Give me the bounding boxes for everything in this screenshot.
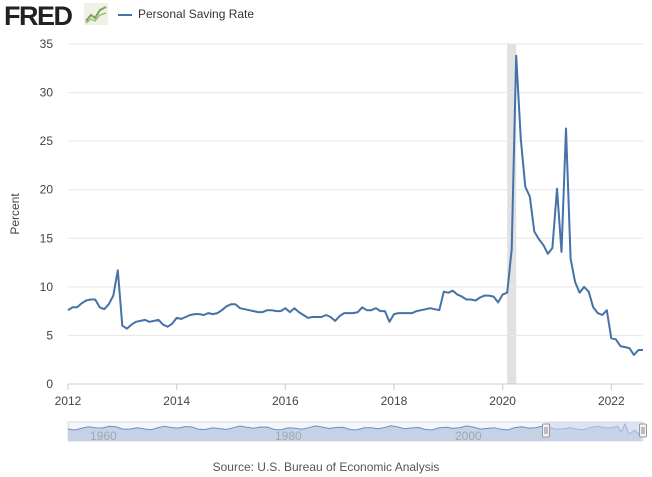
y-tick-label: 30 <box>40 86 54 100</box>
source-note: Source: U.S. Bureau of Economic Analysis <box>212 460 440 474</box>
x-tick-label: 2016 <box>272 394 299 408</box>
x-tick-label: 2012 <box>55 394 82 408</box>
header: FRED Personal Saving Rate <box>0 0 652 31</box>
x-tick-label: 2014 <box>163 394 190 408</box>
y-tick-label: 25 <box>40 134 54 148</box>
x-tick-label: 2022 <box>598 394 625 408</box>
x-axis: 2012 2014 2016 2018 2020 2022 <box>55 384 625 408</box>
x-tick-label: 2020 <box>489 394 516 408</box>
navigator[interactable]: 1960 1980 2000 <box>67 421 647 443</box>
x-tick-label: 2018 <box>381 394 408 408</box>
legend-label: Personal Saving Rate <box>138 7 255 21</box>
legend-swatch <box>118 14 132 16</box>
navigator-tick-label: 1980 <box>275 429 302 443</box>
y-axis: 0 5 10 15 20 25 30 35 <box>40 37 54 391</box>
navigator-handle-right[interactable] <box>639 423 647 438</box>
series-layer <box>67 54 643 356</box>
navigator-tick-label: 2000 <box>455 429 482 443</box>
y-axis-label: Percent <box>8 193 22 235</box>
y-tick-label: 35 <box>40 37 54 51</box>
y-tick-label: 10 <box>40 280 54 294</box>
y-tick-label: 0 <box>46 377 53 391</box>
navigator-handle-left[interactable] <box>542 423 550 438</box>
y-tick-label: 5 <box>46 328 53 342</box>
navigator-selection <box>546 422 643 441</box>
gridlines <box>68 43 643 385</box>
fred-logo[interactable]: FRED <box>4 1 73 31</box>
y-tick-label: 15 <box>40 231 54 245</box>
navigator-tick-label: 1960 <box>90 429 117 443</box>
y-tick-label: 20 <box>40 183 54 197</box>
chart-line-icon <box>84 3 108 25</box>
series-line <box>67 54 643 356</box>
